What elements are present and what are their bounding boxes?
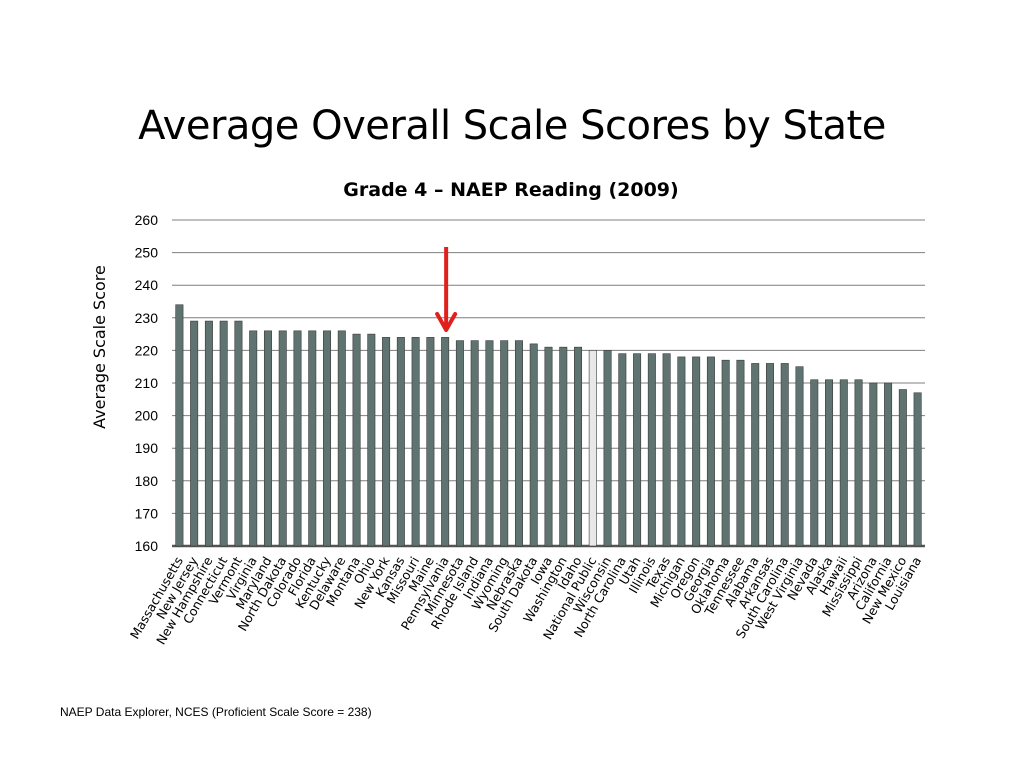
y-tick-label: 250 [135, 245, 159, 261]
bar [249, 330, 258, 547]
bar [603, 350, 612, 547]
y-tick-label: 170 [135, 505, 159, 521]
bar [529, 343, 538, 547]
bar [854, 379, 863, 547]
bar [514, 340, 523, 547]
bar [795, 366, 804, 547]
bar [706, 356, 715, 547]
bar [396, 337, 405, 547]
bar [633, 353, 642, 547]
bar [618, 353, 627, 547]
bar [352, 333, 361, 547]
y-tick-label: 230 [135, 310, 159, 326]
y-tick-label: 260 [135, 212, 159, 228]
bar [234, 320, 243, 547]
y-tick-labels: 160 170 180 190 200 210 220 230 240 250 260 [135, 212, 159, 554]
slide-title: Average Overall Scale Scores by State [138, 103, 886, 149]
bar [825, 379, 834, 547]
bar [485, 340, 494, 547]
bar [692, 356, 701, 547]
y-tick-label: 240 [135, 277, 159, 293]
bar [293, 330, 302, 547]
bar [426, 337, 435, 547]
bar [765, 363, 774, 547]
bar [839, 379, 848, 547]
bar [323, 330, 332, 547]
y-axis-label: Average Scale Score [90, 265, 109, 429]
bar [662, 353, 671, 547]
bar [263, 330, 272, 547]
bar [308, 330, 317, 547]
bar [470, 340, 479, 547]
bar [544, 346, 553, 547]
bar [780, 363, 789, 547]
bar [337, 330, 346, 547]
arrow-annotation [435, 247, 458, 332]
y-tick-label: 200 [135, 408, 159, 424]
bar [219, 320, 228, 547]
bar [441, 337, 450, 547]
bar [559, 346, 568, 547]
bar [869, 382, 878, 547]
bar [751, 363, 760, 547]
y-tick-label: 220 [135, 342, 159, 358]
bar [898, 389, 907, 547]
bar [588, 350, 597, 547]
bar [736, 359, 745, 547]
y-tick-label: 210 [135, 375, 159, 391]
bar [455, 340, 464, 547]
bar [204, 320, 213, 547]
bar-chart: Grade 4 – NAEP Reading (2009) Average Sc… [90, 179, 925, 647]
y-tick-label: 190 [135, 440, 159, 456]
arrow-head [435, 312, 458, 332]
bar [175, 304, 184, 547]
bar [382, 337, 391, 547]
bars [175, 304, 922, 547]
bar [721, 359, 730, 547]
bar [810, 379, 819, 547]
bar [411, 337, 420, 547]
footnote: NAEP Data Explorer, NCES (Proficient Sca… [60, 705, 372, 719]
bar [884, 382, 893, 547]
bar [677, 356, 686, 547]
y-tick-label: 160 [135, 538, 159, 554]
bar [913, 392, 922, 547]
bar [190, 320, 199, 547]
bar [574, 346, 583, 547]
bar [278, 330, 287, 547]
y-tick-label: 180 [135, 473, 159, 489]
bar [647, 353, 656, 547]
chart-title: Grade 4 – NAEP Reading (2009) [343, 179, 678, 201]
bar [367, 333, 376, 547]
bar [500, 340, 509, 547]
